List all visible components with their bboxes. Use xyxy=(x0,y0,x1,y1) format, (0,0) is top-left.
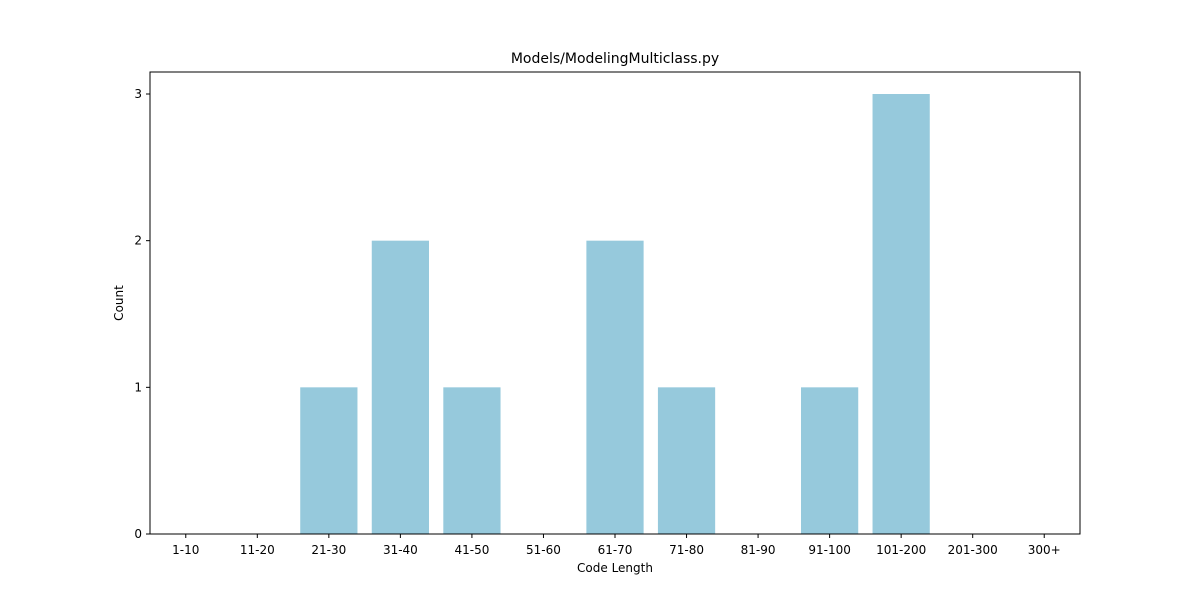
x-tick-label: 1-10 xyxy=(172,543,199,557)
x-tick-label: 91-100 xyxy=(808,543,851,557)
x-tick-label: 71-80 xyxy=(669,543,704,557)
x-tick-label: 51-60 xyxy=(526,543,561,557)
y-tick-label: 1 xyxy=(134,380,142,394)
x-axis: 1-10 11-20 21-30 31-40 41-50 51-60 61-70 71-80 8… xyxy=(172,534,1061,557)
bar-61-70 xyxy=(586,240,644,534)
bar-101-200 xyxy=(872,94,930,534)
y-tick-label: 2 xyxy=(134,234,142,248)
chart-title: Models/ModelingMulticlass.py xyxy=(511,51,719,67)
bar-91-100 xyxy=(801,387,859,534)
x-tick-label: 11-20 xyxy=(240,543,275,557)
y-tick-label: 3 xyxy=(134,87,142,101)
y-axis: 0 1 2 3 xyxy=(134,87,150,541)
bar-21-30 xyxy=(300,387,358,534)
x-tick-label: 201-300 xyxy=(948,543,998,557)
x-tick-label: 21-30 xyxy=(311,543,346,557)
x-tick-label: 101-200 xyxy=(876,543,926,557)
x-tick-label: 61-70 xyxy=(598,543,633,557)
x-tick-label: 300+ xyxy=(1028,543,1061,557)
x-tick-label: 81-90 xyxy=(741,543,776,557)
bar-41-50 xyxy=(443,387,501,534)
y-axis-label: Count xyxy=(112,285,126,321)
x-tick-label: 41-50 xyxy=(454,543,489,557)
bar-71-80 xyxy=(657,387,716,534)
x-tick-label: 31-40 xyxy=(383,543,418,557)
x-axis-label: Code Length xyxy=(577,561,653,575)
bars-layer xyxy=(300,94,930,534)
y-tick-label: 0 xyxy=(134,527,142,541)
bar-31-40 xyxy=(371,240,429,534)
